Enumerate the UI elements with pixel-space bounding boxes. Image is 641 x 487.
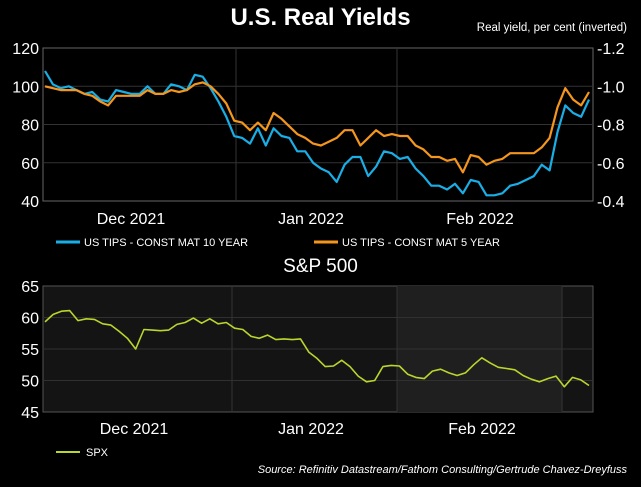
left-axis-tick-label: 120: [12, 41, 39, 58]
series-line-10-year: [44, 70, 590, 197]
series-line-5-year: [44, 81, 590, 174]
left-axis-tick-label: 40: [21, 194, 39, 211]
left-axis-tick-label: 60: [21, 156, 39, 173]
legend-label: US TIPS - CONST MAT 5 YEAR: [342, 237, 500, 249]
sp500-x-axis-tick-label: Feb 2022: [448, 421, 516, 438]
series-line-spx: [44, 309, 590, 388]
legend-label-spx: SPX: [86, 447, 109, 459]
right-axis-tick-label: -1.2: [597, 41, 625, 58]
sp500-x-axis-tick-label: Dec 2021: [100, 421, 169, 438]
chart-title-real-yields: U.S. Real Yields: [230, 4, 411, 31]
sp500-axis-tick-label: 60: [21, 311, 39, 328]
right-axis-tick-label: -0.8: [597, 118, 625, 135]
x-axis-tick-label: Feb 2022: [446, 211, 514, 228]
left-axis-tick-label: 100: [12, 79, 39, 96]
x-axis-tick-label: Jan 2022: [278, 211, 344, 228]
right-axis-tick-label: -0.6: [597, 156, 625, 173]
sp500-axis-tick-label: 50: [21, 374, 39, 391]
left-axis-tick-label: 80: [21, 118, 39, 135]
right-axis-tick-label: -0.4: [597, 194, 625, 211]
sp500-axis-tick-label: 45: [21, 405, 39, 422]
legend-label: US TIPS - CONST MAT 10 YEAR: [84, 237, 248, 249]
x-axis-tick-label: Dec 2021: [97, 211, 166, 228]
sp500-axis-tick-label: 55: [21, 342, 39, 359]
sp500-x-axis-tick-label: Jan 2022: [278, 421, 344, 438]
sp500-axis-tick-label: 65: [21, 279, 39, 296]
right-axis-tick-label: -1.0: [597, 79, 625, 96]
source-note: Source: Refinitiv Datastream/Fathom Cons…: [257, 464, 627, 476]
right-axis-subtitle: Real yield, per cent (inverted): [476, 22, 627, 34]
chart-title-sp500: S&P 500: [283, 256, 358, 277]
